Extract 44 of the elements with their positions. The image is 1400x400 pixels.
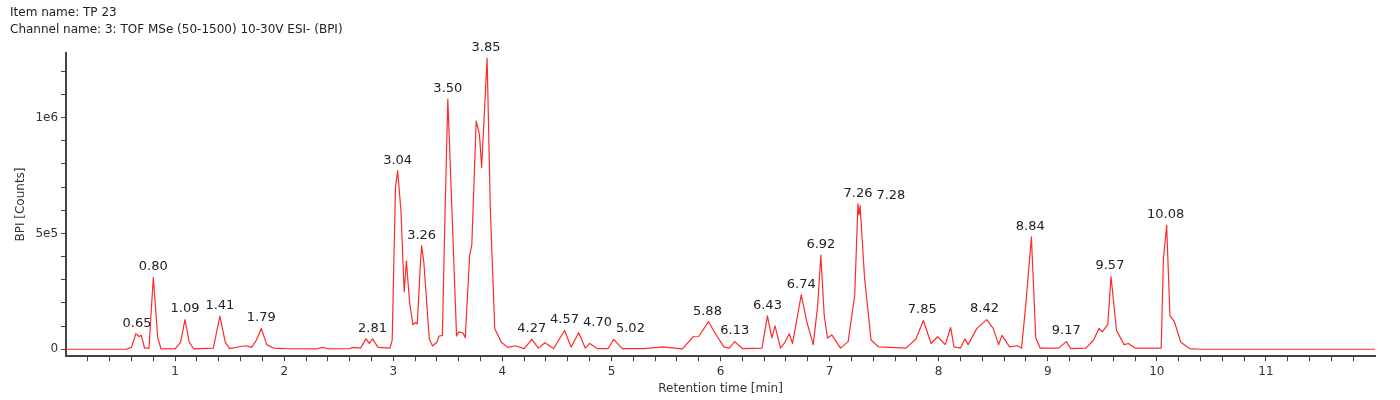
x-tick-label: 9	[1043, 363, 1052, 378]
annotation: 9.57	[1095, 257, 1125, 273]
x-tick-label: 7	[825, 363, 834, 378]
x-tick-label: 11	[1258, 363, 1274, 378]
x-tick-label: 10	[1149, 363, 1165, 378]
annotation: 1.41	[205, 297, 235, 313]
chart-subtitle: Channel name: 3: TOF MSe (50-1500) 10-30V ESI- (BPI)	[10, 21, 343, 36]
x-tick-label: 3	[389, 363, 398, 378]
annotation: 7.85	[907, 301, 937, 317]
annotation: 4.57	[550, 311, 580, 327]
x-tick-label: 1	[171, 363, 179, 378]
annotation: 6.92	[806, 236, 836, 252]
y-tick-label: 5e5	[35, 225, 59, 240]
annotation: 7.28	[876, 186, 906, 202]
annotation: 3.85	[471, 39, 501, 54]
annotation: 1.09	[170, 300, 200, 316]
annotation: 5.88	[692, 302, 722, 318]
annotation: 6.74	[786, 275, 816, 291]
annotation: 7.26	[843, 184, 873, 200]
x-tick-label: 2	[280, 363, 289, 378]
x-axis-title: Retention time [min]	[658, 380, 783, 395]
annotation: 3.04	[383, 151, 413, 167]
annotation: 4.70	[583, 313, 612, 329]
annotation: 3.26	[407, 226, 437, 242]
annotation: 9.17	[1051, 322, 1081, 338]
x-tick-label: 6	[716, 363, 725, 378]
x-tick-label: 4	[498, 363, 507, 378]
y-axis-title: BPI [Counts]	[13, 167, 28, 242]
x-tick-label: 8	[934, 363, 943, 378]
annotation: 1.79	[246, 309, 276, 325]
annotation: 6.13	[720, 322, 750, 338]
annotation: 4.27	[517, 320, 547, 336]
chart-title: Item name: TP 23	[10, 5, 117, 20]
annotation: 5.02	[615, 320, 645, 336]
annotation: 0.80	[138, 258, 168, 274]
annotation: 2.81	[358, 319, 388, 335]
x-tick-label: 5	[607, 363, 616, 378]
annotation: 3.50	[433, 80, 463, 95]
annotation: 8.84	[1015, 217, 1045, 233]
y-tick-label: 1e6	[35, 109, 59, 124]
annotation: 8.42	[970, 300, 999, 316]
y-tick-label: 0	[50, 341, 59, 356]
annotation: 6.43	[752, 296, 782, 312]
annotation: 10.08	[1146, 206, 1185, 222]
